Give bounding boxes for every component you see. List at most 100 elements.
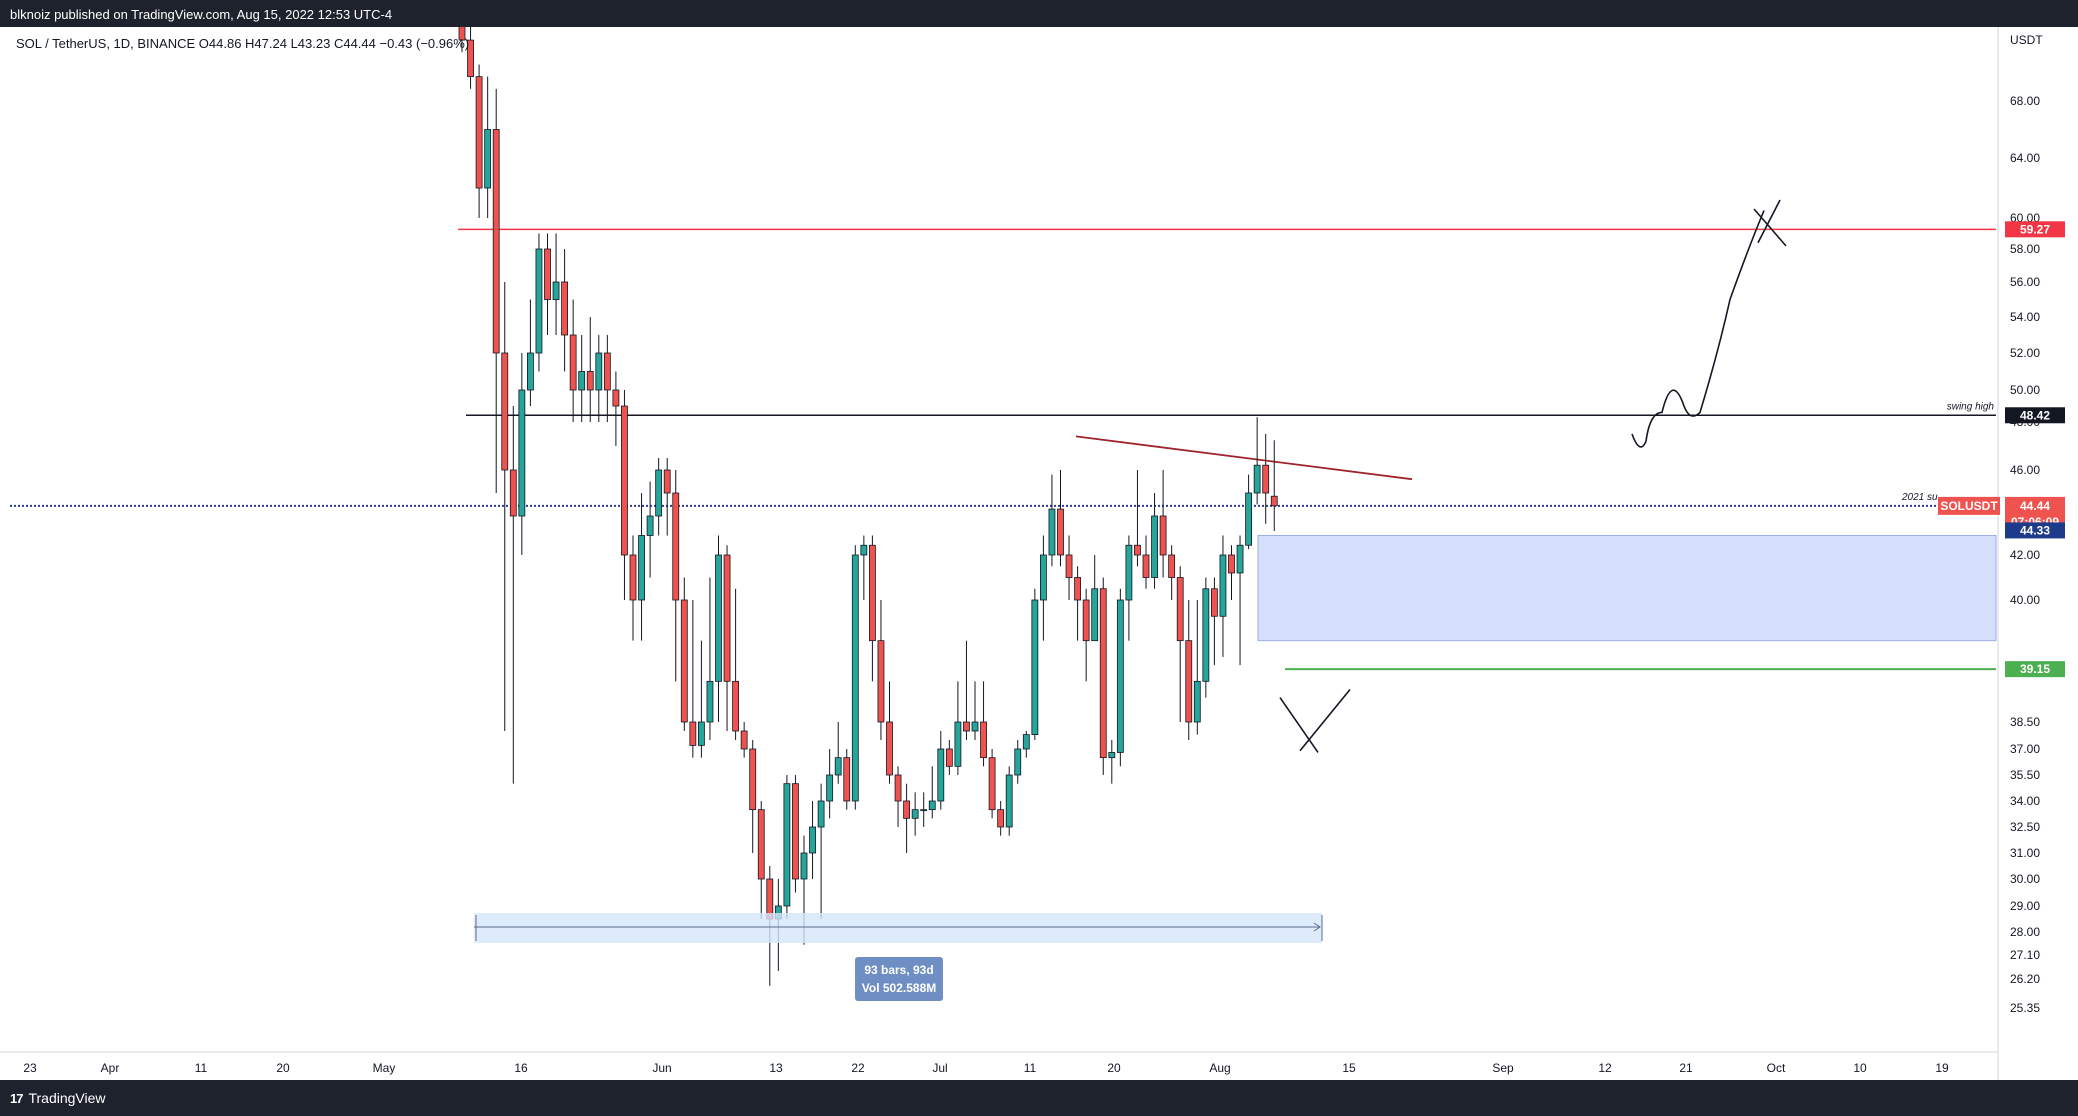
candle-body[interactable] [1245, 492, 1252, 546]
candle-body[interactable] [1211, 588, 1218, 617]
candle-body[interactable] [655, 469, 663, 517]
candle-body[interactable] [1031, 599, 1039, 736]
candle-body[interactable] [518, 389, 526, 517]
candle-body[interactable] [475, 76, 483, 189]
candle-body[interactable] [988, 757, 996, 811]
candle-body[interactable] [492, 129, 500, 354]
candle-body[interactable] [1125, 544, 1133, 601]
tradingview-logo[interactable]: 17 TradingView [10, 1090, 106, 1106]
candle-body[interactable] [1074, 577, 1081, 601]
candle-body[interactable] [595, 352, 603, 391]
candle-body[interactable] [826, 774, 834, 802]
candle-body[interactable] [1082, 599, 1090, 642]
candle-body[interactable] [612, 389, 620, 407]
candle-body[interactable] [501, 352, 509, 471]
candle-body[interactable] [1108, 752, 1116, 759]
candle-body[interactable] [997, 809, 1005, 828]
candle-body[interactable] [544, 248, 551, 300]
candle-body[interactable] [749, 748, 757, 811]
candle-body[interactable] [1202, 588, 1210, 682]
price-chart[interactable]: 93 bars, 93d Vol 502.588M swing high 2021 s… [0, 27, 2078, 1080]
swing-high-tag[interactable] [2005, 407, 2065, 424]
candle-body[interactable] [1116, 599, 1124, 753]
candle-body[interactable] [1134, 544, 1141, 556]
candle-body[interactable] [680, 599, 688, 723]
candle-body[interactable] [843, 757, 851, 802]
candle-body[interactable] [638, 535, 645, 601]
resistance-tag[interactable] [2005, 221, 2065, 238]
candle-body[interactable] [586, 371, 594, 391]
candle-body[interactable] [817, 800, 825, 828]
candle-body[interactable] [527, 352, 534, 391]
candle-body[interactable] [723, 554, 731, 682]
candle-body[interactable] [886, 721, 893, 776]
candle-body[interactable] [920, 809, 928, 812]
candle-body[interactable] [715, 554, 722, 682]
candle-body[interactable] [698, 721, 705, 746]
candle-body[interactable] [963, 721, 970, 732]
candle-body[interactable] [800, 852, 808, 880]
candle-body[interactable] [569, 334, 577, 391]
candle-body[interactable] [552, 281, 560, 300]
candle-body[interactable] [1253, 464, 1261, 494]
candle-body[interactable] [1014, 748, 1022, 776]
candle-body[interactable] [1091, 588, 1099, 642]
candle-body[interactable] [877, 640, 885, 723]
descending-trendline[interactable] [1075, 435, 1413, 481]
candle-body[interactable] [1040, 554, 1047, 601]
candle-body[interactable] [945, 748, 953, 767]
candle-body[interactable] [860, 544, 868, 556]
demand-zone[interactable] [1257, 535, 1997, 642]
candle-body[interactable] [792, 783, 799, 880]
candle-body[interactable] [509, 469, 517, 517]
candle-body[interactable] [706, 680, 714, 723]
candle-body[interactable] [1270, 495, 1278, 507]
candle-body[interactable] [1065, 554, 1073, 578]
candle-body[interactable] [1057, 508, 1064, 556]
candle-body[interactable] [689, 721, 697, 746]
candle-body[interactable] [458, 27, 466, 41]
candle-body[interactable] [578, 371, 586, 391]
candle-body[interactable] [903, 800, 910, 819]
candle-body[interactable] [561, 281, 568, 336]
candle-body[interactable] [1142, 554, 1150, 578]
candle-body[interactable] [484, 129, 492, 189]
candle-body[interactable] [757, 809, 765, 880]
candle-body[interactable] [1236, 544, 1244, 574]
low-price-tag[interactable] [2005, 522, 2065, 539]
candle-body[interactable] [535, 248, 543, 354]
candle-body[interactable] [783, 783, 791, 907]
candle-body[interactable] [1099, 588, 1107, 759]
candle-body[interactable] [809, 826, 816, 854]
candle-body[interactable] [894, 774, 902, 802]
candle-body[interactable] [1219, 554, 1227, 617]
candle-body[interactable] [954, 721, 962, 767]
candle-body[interactable] [646, 515, 654, 536]
candle-body[interactable] [1262, 464, 1270, 494]
candle-body[interactable] [928, 800, 936, 811]
candle-body[interactable] [1176, 577, 1184, 642]
symbol-tag[interactable] [1938, 496, 2000, 515]
candle-body[interactable] [1168, 554, 1176, 578]
candle-body[interactable] [1185, 640, 1193, 723]
candle-body[interactable] [911, 809, 919, 819]
date-range-box[interactable] [474, 913, 1322, 943]
candle-body[interactable] [1022, 734, 1030, 750]
candle-body[interactable] [1159, 515, 1167, 556]
candle-body[interactable] [740, 730, 748, 750]
candle-body[interactable] [834, 757, 842, 776]
candle-body[interactable] [1151, 515, 1158, 578]
candle-body[interactable] [1228, 554, 1235, 574]
candle-body[interactable] [621, 405, 628, 556]
candle-body[interactable] [869, 544, 876, 642]
candle-body[interactable] [937, 748, 945, 802]
candle-body[interactable] [663, 469, 671, 494]
candle-body[interactable] [732, 680, 739, 732]
candle-body[interactable] [672, 492, 680, 601]
candle-body[interactable] [851, 554, 859, 802]
candle-body[interactable] [629, 554, 637, 601]
support-tag[interactable] [2005, 661, 2065, 678]
candle-body[interactable] [1005, 774, 1013, 828]
candle-body[interactable] [971, 721, 979, 732]
candle-body[interactable] [980, 721, 987, 759]
